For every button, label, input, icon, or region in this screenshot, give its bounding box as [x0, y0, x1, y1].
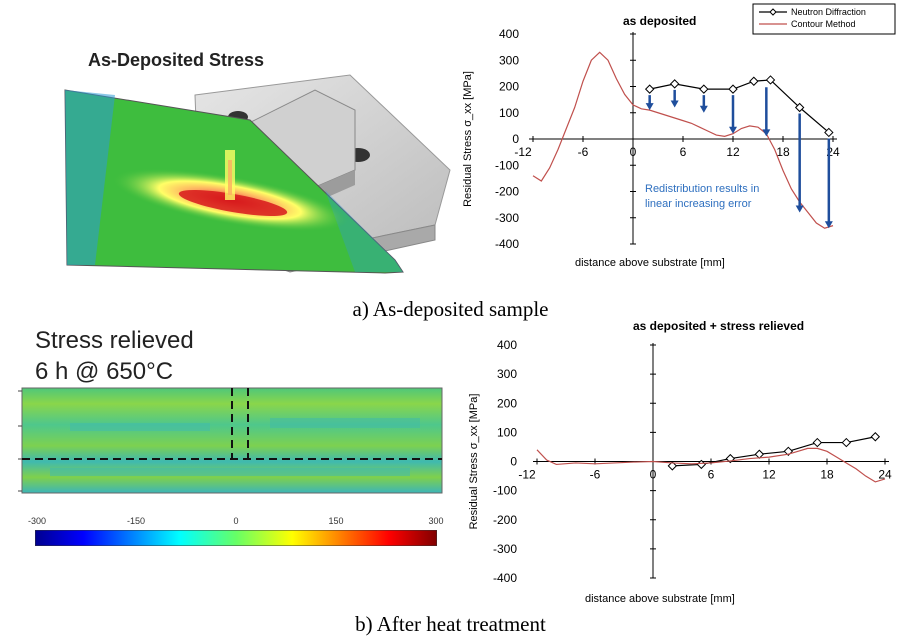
x-tick-label: -6	[578, 145, 589, 159]
caption-b: b) After heat treatment	[355, 612, 546, 636]
y-tick-label: -400	[493, 571, 517, 585]
stress-relieved-title-line2: 6 h @ 650°C	[35, 358, 174, 385]
error-arrow-head	[795, 205, 804, 213]
error-arrow-head	[670, 100, 679, 108]
colorbar-tick-2: -150	[126, 516, 146, 526]
y-tick-label: 200	[497, 396, 517, 410]
y-tick-label: 0	[512, 132, 519, 146]
x-axis-label: distance above substrate [mm]	[575, 257, 725, 269]
chart-title: as deposited	[623, 14, 696, 28]
chart-title: as deposited + stress relieved	[633, 319, 804, 333]
as-deposited-chart: 400 300 200 100 0 -100 -200 -300 -400 -12 -6 0 6 12 18…	[462, 3, 896, 269]
data-point	[728, 84, 738, 94]
y-tick-label: 200	[499, 80, 519, 94]
x-tick-label: -6	[590, 468, 601, 482]
data-point	[765, 75, 776, 85]
legend-label: Contour Method	[791, 19, 856, 29]
y-tick-label: -400	[495, 237, 519, 251]
error-arrow-head	[762, 129, 771, 137]
as-deposited-stress-title: As-Deposited Stress	[88, 50, 265, 70]
data-point	[870, 432, 881, 442]
data-point	[667, 461, 678, 471]
stress-relieved-title: Stress relieved 6 h @ 650°C	[35, 325, 194, 387]
annotation-text: Redistribution results in linear increasi…	[645, 183, 759, 210]
x-tick-label: -12	[514, 145, 532, 159]
y-tick-label: 100	[497, 425, 517, 439]
x-tick-label: 12	[726, 145, 740, 159]
error-arrow-head	[699, 105, 708, 113]
data-point	[749, 76, 759, 86]
colorbar-tick-4: 150	[328, 516, 344, 526]
data-point	[754, 449, 765, 459]
caption-a: a) As-deposited sample	[352, 297, 549, 321]
y-tick-label: -300	[495, 211, 519, 225]
error-arrow-head	[824, 221, 833, 229]
y-tick-label: -300	[493, 542, 517, 556]
y-tick-label: 400	[497, 338, 517, 352]
x-tick-label: -12	[518, 468, 536, 482]
colorbar	[35, 530, 437, 546]
data-point	[794, 102, 805, 113]
legend-label: Neutron Diffraction	[791, 7, 866, 17]
y-tick-label: -200	[495, 185, 519, 199]
data-point	[841, 437, 852, 448]
x-tick-label: 0	[630, 145, 637, 159]
data-point	[824, 127, 834, 138]
series-line-1	[649, 79, 830, 133]
colorbar-tick-5: 300	[428, 516, 444, 526]
data-point	[699, 84, 709, 94]
series-line-2	[532, 51, 834, 229]
x-tick-label: 18	[820, 468, 834, 482]
y-tick-label: -100	[495, 158, 519, 172]
legend-box	[752, 3, 896, 35]
stress-relieved-title-line1: Stress relieved	[35, 327, 194, 354]
x-tick-label: 24	[878, 468, 892, 482]
as-deposited-3d-model	[64, 74, 451, 274]
data-point	[669, 79, 680, 89]
series-line-2	[536, 447, 886, 483]
y-tick-label: 300	[497, 367, 517, 381]
y-tick-label: 300	[499, 53, 519, 67]
y-tick-label: -100	[493, 484, 517, 498]
data-point	[812, 437, 823, 448]
stress-relieved-map	[18, 387, 443, 494]
y-tick-label: -200	[493, 513, 517, 527]
y-tick-label: 400	[499, 27, 519, 41]
y-axis-label: Residual Stress σ_xx [MPa]	[468, 394, 480, 530]
x-axis-label: distance above substrate [mm]	[585, 593, 735, 605]
y-tick-label: 0	[510, 455, 517, 469]
error-arrow-head	[645, 103, 654, 111]
error-arrow-head	[729, 126, 737, 134]
x-tick-label: 12	[762, 468, 776, 482]
legend-marker	[769, 8, 777, 16]
colorbar-tick-3: 0	[233, 516, 239, 526]
colorbar-tick-1: -300	[27, 516, 47, 526]
x-tick-label: 6	[708, 468, 715, 482]
x-tick-label: 18	[776, 145, 790, 159]
data-point	[644, 84, 655, 94]
x-tick-label: 6	[680, 145, 687, 159]
y-axis-label: Residual Stress σ_xx [MPa]	[462, 71, 474, 207]
stress-relieved-chart: 400 300 200 100 0 -100 -200 -300 -400 -12 -6 0 6 12 18…	[468, 319, 892, 605]
x-tick-label: 0	[650, 468, 657, 482]
y-tick-label: 100	[499, 106, 519, 120]
